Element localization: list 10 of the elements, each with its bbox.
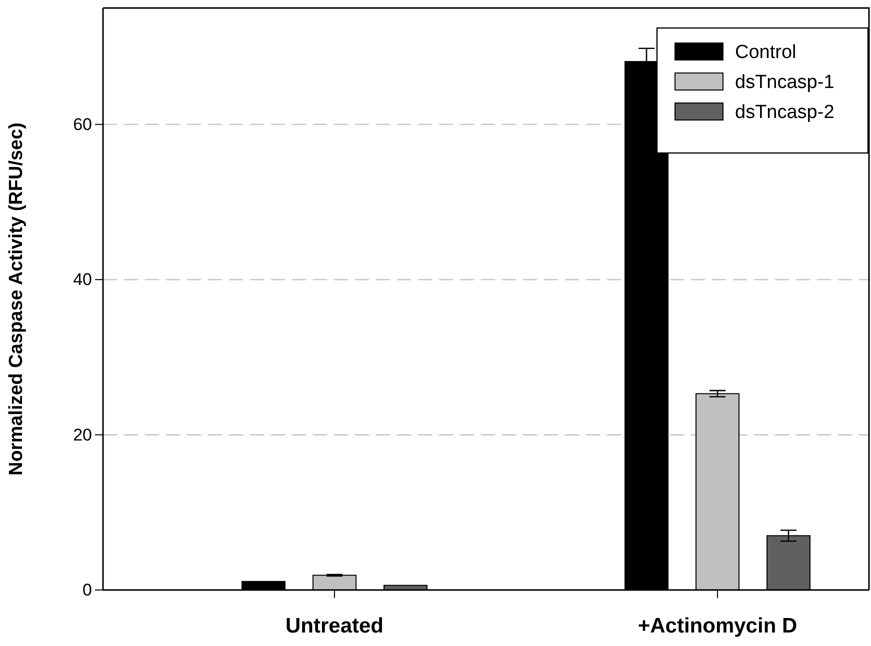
legend-label: Control [735,42,796,63]
x-tick-label: +Actinomycin D [638,614,798,638]
y-axis-title: Normalized Caspase Activity (RFU/sec) [6,122,27,476]
y-tick-label: 0 [82,580,92,600]
y-tick-label: 60 [73,114,92,134]
y-tick-label: 20 [73,425,92,444]
legend-label: dsTncasp-1 [735,72,834,93]
x-tick-label: Untreated [285,614,384,638]
legend-label: dsTncasp-2 [735,102,834,123]
y-tick-label: 40 [73,270,92,290]
